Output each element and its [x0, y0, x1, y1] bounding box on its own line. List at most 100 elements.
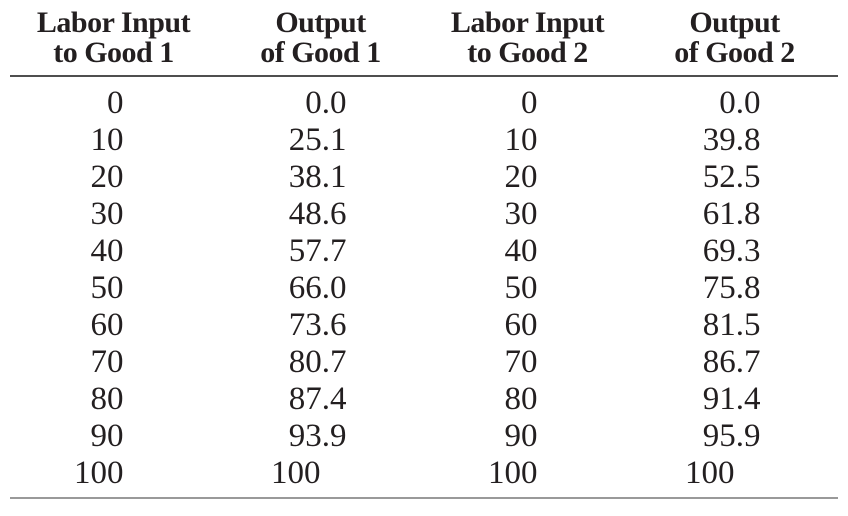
- output-cell: 0.0: [217, 85, 424, 122]
- cell-value: 80: [90, 381, 124, 417]
- labor-input-cell: 90: [10, 418, 217, 455]
- output-cell: 81.5: [631, 307, 838, 344]
- cell-value: 100: [488, 455, 538, 491]
- labor-input-cell: 30: [424, 196, 631, 233]
- cell-value: 0.0: [719, 85, 761, 121]
- cell-value: 90: [504, 418, 538, 454]
- cell-value: 86.7: [702, 344, 761, 380]
- table-row: 10 25.1 10 39.8: [10, 122, 838, 159]
- cell-value: 38.1: [288, 159, 347, 195]
- header-label-line2: of Good 2: [674, 36, 795, 69]
- output-cell: 0.0: [631, 85, 838, 122]
- output-cell: 66.0: [217, 270, 424, 307]
- labor-input-cell: 20: [424, 159, 631, 196]
- header-label-line2: of Good 1: [260, 36, 381, 69]
- cell-value: 40: [90, 233, 124, 269]
- labor-input-cell: 30: [10, 196, 217, 233]
- table-row: 80 87.4 80 91.4: [10, 381, 838, 418]
- header-cell: Labor Input to Good 2: [424, 8, 631, 68]
- header-label-line1: Labor Input: [450, 6, 605, 39]
- labor-input-cell: 50: [424, 270, 631, 307]
- cell-value: 80: [504, 381, 538, 417]
- output-cell: 48.6: [217, 196, 424, 233]
- cell-value: 40: [504, 233, 538, 269]
- output-cell: 52.5: [631, 159, 838, 196]
- cell-value: 61.8: [702, 196, 761, 232]
- output-cell: 95.9: [631, 418, 838, 455]
- cell-value: 73.6: [288, 307, 347, 343]
- labor-input-cell: 20: [10, 159, 217, 196]
- cell-value: 0: [107, 85, 124, 121]
- labor-input-cell: 100: [10, 455, 217, 492]
- bottom-rule: [10, 497, 838, 499]
- labor-input-cell: 70: [424, 344, 631, 381]
- cell-value: 70: [90, 344, 124, 380]
- table-row: 40 57.7 40 69.3: [10, 233, 838, 270]
- cell-value: 30: [90, 196, 124, 232]
- labor-input-cell: 100: [424, 455, 631, 492]
- header-row: Labor Input to Good 1 Output of Good 1 Labor…: [10, 8, 838, 68]
- labor-input-cell: 10: [424, 122, 631, 159]
- output-cell: 80.7: [217, 344, 424, 381]
- cell-value: 100: [74, 455, 124, 491]
- output-cell: 25.1: [217, 122, 424, 159]
- output-cell: 69.3: [631, 233, 838, 270]
- cell-value: 48.6: [288, 196, 347, 232]
- cell-value: 81.5: [702, 307, 761, 343]
- cell-value: 52.5: [702, 159, 761, 195]
- table-body: 0 0.0 0 0.0 10 25.1 10 39.8 20 38.1 20 52.5 30 48.6 30…: [10, 85, 838, 492]
- cell-value: 39.8: [702, 122, 761, 158]
- table-row: 60 73.6 60 81.5: [10, 307, 838, 344]
- output-cell: 39.8: [631, 122, 838, 159]
- table-row: 20 38.1 20 52.5: [10, 159, 838, 196]
- output-cell: 100: [217, 455, 424, 492]
- output-cell: 57.7: [217, 233, 424, 270]
- table-row: 100 100 100 100: [10, 455, 838, 492]
- cell-value: 0: [521, 85, 538, 121]
- cell-value: 75.8: [702, 270, 761, 306]
- cell-value: 69.3: [702, 233, 761, 269]
- cell-value: 70: [504, 344, 538, 380]
- labor-input-cell: 80: [424, 381, 631, 418]
- table-row: 50 66.0 50 75.8: [10, 270, 838, 307]
- cell-value: 87.4: [288, 381, 347, 417]
- cell-value: 0.0: [305, 85, 347, 121]
- output-cell: 87.4: [217, 381, 424, 418]
- cell-value: 10: [90, 122, 124, 158]
- cell-value: 10: [504, 122, 538, 158]
- output-cell: 73.6: [217, 307, 424, 344]
- cell-value: 20: [90, 159, 124, 195]
- labor-input-cell: 40: [10, 233, 217, 270]
- labor-input-cell: 50: [10, 270, 217, 307]
- cell-value: 66.0: [288, 270, 347, 306]
- output-cell: 100: [631, 455, 838, 492]
- cell-value: 50: [504, 270, 538, 306]
- cell-value: 93.9: [288, 418, 347, 454]
- table-row: 30 48.6 30 61.8: [10, 196, 838, 233]
- labor-input-cell: 0: [10, 85, 217, 122]
- cell-value: 100: [271, 455, 321, 491]
- table-row: 70 80.7 70 86.7: [10, 344, 838, 381]
- output-cell: 61.8: [631, 196, 838, 233]
- cell-value: 57.7: [288, 233, 347, 269]
- cell-value: 100: [685, 455, 735, 491]
- cell-value: 91.4: [702, 381, 761, 417]
- labor-input-cell: 80: [10, 381, 217, 418]
- header-cell: Labor Input to Good 1: [10, 8, 217, 68]
- cell-value: 20: [504, 159, 538, 195]
- labor-input-cell: 0: [424, 85, 631, 122]
- cell-value: 80.7: [288, 344, 347, 380]
- output-cell: 75.8: [631, 270, 838, 307]
- cell-value: 60: [90, 307, 124, 343]
- output-cell: 93.9: [217, 418, 424, 455]
- header-cell: Output of Good 2: [631, 8, 838, 68]
- header-label-line2: to Good 1: [53, 36, 174, 69]
- cell-value: 90: [90, 418, 124, 454]
- cell-value: 50: [90, 270, 124, 306]
- table-row: 90 93.9 90 95.9: [10, 418, 838, 455]
- output-cell: 38.1: [217, 159, 424, 196]
- header-label-line1: Output: [275, 6, 366, 39]
- cell-value: 60: [504, 307, 538, 343]
- cell-value: 25.1: [288, 122, 347, 158]
